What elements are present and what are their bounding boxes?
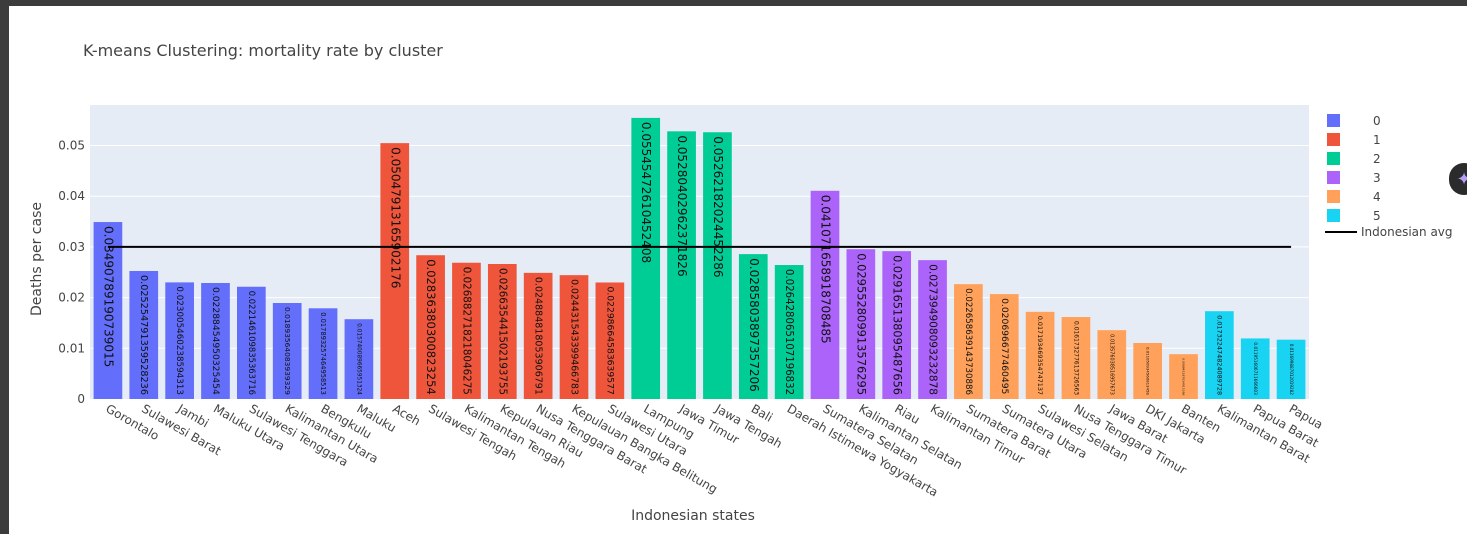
sparkle-icon[interactable]: ✦ [1449,163,1467,195]
bar-data-label: 0.029165138095487656 [891,255,904,395]
y-tick-label: 0.04 [58,189,85,203]
bar-data-label: 0.020696677460495 [999,298,1010,394]
bar [882,251,912,399]
legend-swatch [1327,209,1340,222]
bar-data-label: 0.017893257464958513 [319,312,327,395]
bar [308,308,338,399]
legend-label: 2 [1373,152,1381,166]
bar [1061,317,1091,399]
legend-label: 4 [1373,190,1381,204]
legend-label: Indonesian avg [1361,225,1453,239]
legend-label: 3 [1373,171,1381,185]
bar [523,272,553,399]
bar [1205,311,1234,399]
bar-data-label: 0.017322474824089728 [1215,315,1223,395]
bar [452,262,481,399]
x-axis-title: Indonesian states [631,508,755,524]
legend-label: 5 [1373,209,1381,223]
bar [738,254,768,399]
bar-data-label: 0.025254791359528236 [138,275,149,395]
bar [380,143,410,399]
bar [344,319,374,399]
bar [1025,311,1055,399]
bar [1169,354,1198,399]
bar [631,117,661,399]
bar-data-label: 0.026428065107196832 [783,269,794,395]
bar-data-label: 0.05047913165902176 [388,147,402,288]
bar-data-label: 0.041071658918708485 [818,195,832,344]
bar-data-label: 0.05545472610452408 [639,122,653,263]
bar-data-label: 0.05262182024452286 [711,136,725,277]
bar-data-label: 0.026635441502193755 [496,268,508,395]
bar [846,249,876,399]
bar [703,132,732,399]
bar-data-label: 0.024431543399466783 [569,279,580,395]
bar [487,263,517,399]
legend-swatch [1327,133,1340,146]
bar-data-label: 0.011951606711666603 [1253,342,1258,395]
bar-data-label: 0.013576038516957673 [1108,334,1114,395]
y-axis-title: Deaths per case [29,202,45,316]
y-tick-label: 0.05 [58,139,85,153]
chart-title: K-means Clustering: mortality rate by cl… [83,41,443,60]
y-tick-label: 0.01 [58,341,85,355]
bar [810,190,840,399]
bar-data-label: 0.02836380300823254 [424,259,438,395]
bar-data-label: 0.02298664583639577 [604,286,615,394]
bar-data-label: 0.02288454950325454 [210,287,221,395]
bar [201,282,230,399]
bar [93,222,123,399]
bar [1276,339,1306,399]
bar [272,303,302,399]
bar-data-label: 0.01893564083939329 [283,307,292,395]
bar [129,270,159,399]
bar-data-label: 0.022146109835363716 [247,291,257,395]
bar-data-label: 0.029552809913576295 [854,253,868,395]
legend-swatch [1327,171,1340,184]
bar-data-label: 0.0285803897357206 [747,258,761,392]
bar [667,131,696,399]
bar-data-label: 0.03490789190739015 [101,226,115,367]
y-tick-label: 0.03 [58,240,85,254]
legend-swatch [1327,114,1340,127]
legend-swatch [1327,152,1340,165]
bar-data-label: 0.015740089665951324 [355,323,361,395]
bar-data-label: 0.017193469354747137 [1036,316,1044,395]
bar [1133,342,1163,399]
legend-label: 1 [1373,133,1381,147]
bar-data-label: 0.023005460238594313 [174,286,184,395]
bar [918,260,947,399]
bar-data-label: 0.011699887012019282 [1289,344,1294,396]
bar [559,275,589,399]
bar-data-label: 0.024884818053906791 [533,277,544,395]
bar-data-label: 0.022658639143730886 [963,288,973,395]
bar [989,294,1019,399]
bar-data-label: 0.026882718218046275 [460,267,472,395]
chart-frame: K-means Clustering: mortality rate by cl… [9,6,1467,534]
y-tick-label: 0 [77,392,85,406]
y-tick-label: 0.02 [58,291,85,305]
bar-data-label: 0.008842187034915396 [1182,358,1186,395]
bar [236,286,266,399]
bar [595,282,625,399]
bar [1240,338,1270,399]
bar [774,265,804,399]
legend-swatch [1327,190,1340,203]
bar-data-label: 0.05280402962371826 [675,135,689,276]
bar [954,284,983,399]
bar-data-label: 0.011050934560813458 [1146,347,1151,395]
bar [1097,330,1127,399]
bar-data-label: 0.027394908093232878 [927,264,939,395]
legend-label: 0 [1373,114,1381,128]
bar [416,255,445,399]
chart: K-means Clustering: mortality rate by cl… [29,41,1453,524]
bar [165,282,194,399]
bar-data-label: 0.016173277613726563 [1072,321,1079,395]
legend: 0 1 2 3 4 5 Indonesian avg [1325,114,1453,239]
